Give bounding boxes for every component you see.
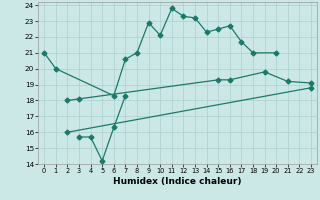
X-axis label: Humidex (Indice chaleur): Humidex (Indice chaleur) [113, 177, 242, 186]
